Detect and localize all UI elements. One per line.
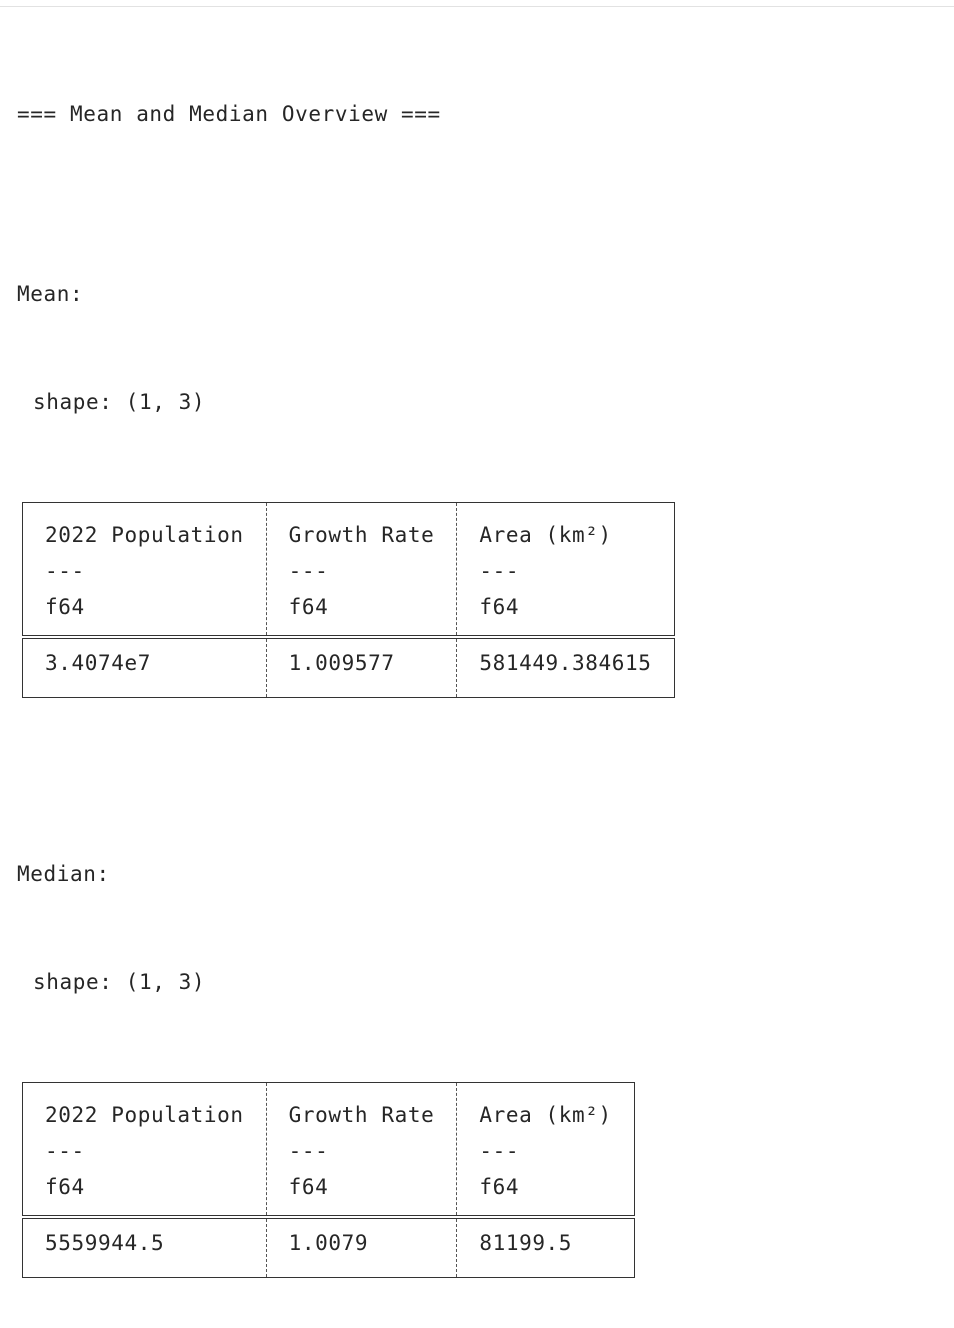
mean-col-growth-header: Growth Rate --- f64 xyxy=(265,502,457,637)
median-label: Median: xyxy=(17,862,110,886)
column-dtype: f64 xyxy=(479,1175,520,1199)
median-col-population-header: 2022 Population --- f64 xyxy=(23,1083,267,1218)
mean-table-header-row: 2022 Population --- f64 Growth Rate --- … xyxy=(22,502,675,638)
table-row: 5559944.5 1.0079 81199.5 xyxy=(23,1217,635,1278)
cell-top-border xyxy=(0,0,954,7)
median-table-header-row: 2022 Population --- f64 Growth Rate --- … xyxy=(22,1082,635,1218)
overview-header: === Mean and Median Overview === xyxy=(17,102,441,126)
mean-label: Mean: xyxy=(17,282,84,306)
median-population-value: 5559944.5 xyxy=(45,1231,165,1255)
mean-table: 2022 Population --- f64 Growth Rate --- … xyxy=(22,502,675,698)
column-name: Area (km²) xyxy=(479,1103,612,1127)
column-dtype: f64 xyxy=(45,1175,85,1199)
median-shape: shape: (1, 3) xyxy=(33,970,206,994)
column-separator: --- xyxy=(45,559,85,583)
column-name: Area (km²) xyxy=(479,523,612,547)
mean-area-value: 581449.384615 xyxy=(456,637,675,698)
column-dtype: f64 xyxy=(288,595,329,619)
mean-col-population-header: 2022 Population --- f64 xyxy=(23,503,267,638)
column-separator: --- xyxy=(288,559,329,583)
column-separator: --- xyxy=(288,1139,329,1163)
mean-shape: shape: (1, 3) xyxy=(33,390,206,414)
column-name: 2022 Population xyxy=(45,1103,244,1127)
column-name: Growth Rate xyxy=(288,523,435,547)
column-name: Growth Rate xyxy=(288,1103,435,1127)
median-area-value: 81199.5 xyxy=(456,1217,635,1278)
column-dtype: f64 xyxy=(45,595,85,619)
median-table: 2022 Population --- f64 Growth Rate --- … xyxy=(22,1082,635,1278)
column-dtype: f64 xyxy=(288,1175,329,1199)
column-dtype: f64 xyxy=(479,595,520,619)
median-col-growth-header: Growth Rate --- f64 xyxy=(265,1082,457,1217)
column-name: 2022 Population xyxy=(45,523,244,547)
mean-growth-value: 1.009577 xyxy=(265,637,457,698)
column-separator: --- xyxy=(479,1139,520,1163)
mean-population-value: 3.4074e7 xyxy=(45,651,151,675)
table-row: 3.4074e7 1.009577 581449.384615 xyxy=(23,637,675,698)
column-separator: --- xyxy=(479,559,520,583)
column-separator: --- xyxy=(45,1139,85,1163)
median-growth-value: 1.0079 xyxy=(265,1217,457,1278)
mean-col-area-header: Area (km²) --- f64 xyxy=(456,502,675,637)
cell-output: === Mean and Median Overview === Mean: s… xyxy=(17,24,675,1328)
median-col-area-header: Area (km²) --- f64 xyxy=(456,1082,635,1217)
